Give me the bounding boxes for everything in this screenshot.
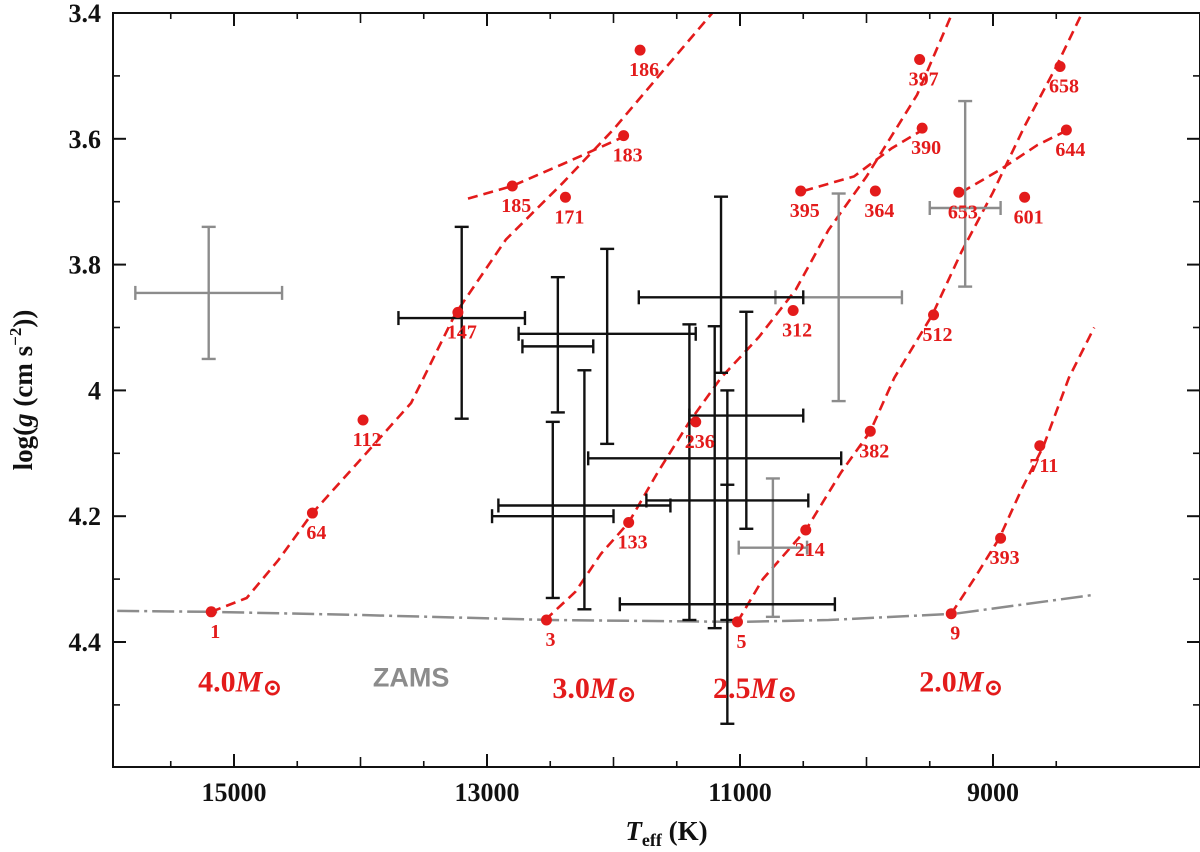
star-black-2 xyxy=(521,275,595,414)
track-point-711 xyxy=(1034,440,1046,452)
track-point-label-312: 312 xyxy=(782,320,812,342)
track-point-label-183: 183 xyxy=(613,145,643,167)
track-point-512 xyxy=(928,309,940,321)
track-point-label-601: 601 xyxy=(1014,206,1044,228)
track-point-186 xyxy=(634,44,646,56)
track-points xyxy=(205,44,1072,628)
track-point-label-653: 653 xyxy=(948,201,978,223)
plot-frame xyxy=(112,12,1200,768)
y-axis-title: log(g (cm s−2)) xyxy=(6,310,38,471)
star-black-10 xyxy=(682,323,697,622)
track-point-64 xyxy=(306,507,318,519)
y-tick-label-4.4: 4.4 xyxy=(69,628,102,657)
track-point-label-236: 236 xyxy=(685,431,715,453)
star-gray-3 xyxy=(928,99,1002,288)
track-point-label-390: 390 xyxy=(911,137,941,159)
star-black-1 xyxy=(397,225,527,420)
track-line-4.0 xyxy=(210,13,714,614)
track-point-112 xyxy=(357,414,369,426)
axis-ticks: 15000 13000 11000 9000 3.4 3.6 3.8 4 4.2 4.4 xyxy=(69,0,1200,807)
track-point-395 xyxy=(795,185,807,197)
track-point-653 xyxy=(953,186,965,198)
zams-curve xyxy=(113,593,1095,624)
x-tick-label-9000: 9000 xyxy=(967,778,1019,807)
track-point-label-5: 5 xyxy=(736,631,746,653)
track-point-label-1: 1 xyxy=(210,621,220,643)
mass-label-2.0: 2.0M⊙ xyxy=(919,666,1003,702)
track-point-label-382: 382 xyxy=(859,440,889,462)
star-black-3 xyxy=(517,247,697,446)
x-tick-label-13000: 13000 xyxy=(455,778,520,807)
track-point-label-364: 364 xyxy=(864,200,894,222)
track-point-label-186: 186 xyxy=(629,59,659,81)
star-black-11 xyxy=(618,483,837,725)
track-point-label-644: 644 xyxy=(1055,139,1085,161)
track-point-644 xyxy=(1060,124,1072,136)
track-point-label-147: 147 xyxy=(447,321,477,343)
y-tick-label-3.4: 3.4 xyxy=(69,0,102,28)
track-point-3 xyxy=(540,614,552,626)
y-tick-label-4.2: 4.2 xyxy=(69,502,102,531)
track-point-1 xyxy=(205,606,217,618)
track-point-658 xyxy=(1054,60,1066,72)
x-axis-title: Teff (K) xyxy=(625,816,707,850)
track-point-393 xyxy=(995,532,1007,544)
star-black-8 xyxy=(688,310,805,530)
track-point-label-214: 214 xyxy=(795,539,825,561)
mass-label-3.0: 3.0M⊙ xyxy=(552,672,636,708)
x-tick-label-15000: 15000 xyxy=(202,778,267,807)
track-point-382 xyxy=(864,425,876,437)
star-gray-1 xyxy=(134,225,284,361)
track-point-147 xyxy=(452,306,464,318)
track-point-601 xyxy=(1019,191,1031,203)
track-point-label-658: 658 xyxy=(1049,75,1079,97)
y-tick-label-3.8: 3.8 xyxy=(69,251,102,280)
track-point-397 xyxy=(914,54,926,66)
track-point-label-512: 512 xyxy=(923,324,953,346)
track-point-label-711: 711 xyxy=(1029,455,1058,477)
track-line-2.0 xyxy=(950,326,1096,615)
track-point-133 xyxy=(623,516,635,528)
zams-line xyxy=(113,593,1095,624)
y-tick-label-4: 4 xyxy=(88,376,101,405)
track-point-312 xyxy=(787,305,799,317)
track-point-label-112: 112 xyxy=(353,429,382,451)
stars-errorbars xyxy=(134,99,1002,725)
point-labels: 1 64 112 147 171 186 185 183 3 133 236 312 395 397 390… xyxy=(210,59,1085,653)
track-point-183 xyxy=(618,130,630,142)
track-point-185 xyxy=(506,180,518,192)
track-point-label-3: 3 xyxy=(545,629,555,651)
track-point-label-64: 64 xyxy=(306,522,326,544)
track-point-5 xyxy=(731,616,743,628)
x-tick-label-11000: 11000 xyxy=(708,778,772,807)
track-point-label-393: 393 xyxy=(990,547,1020,569)
evolution-tracks xyxy=(210,13,1096,623)
track-point-390 xyxy=(916,122,928,134)
star-black-7 xyxy=(587,325,843,630)
y-tick-label-3.6: 3.6 xyxy=(69,125,102,154)
track-point-236 xyxy=(690,416,702,428)
track-point-214 xyxy=(800,524,812,536)
track-line-3.0 xyxy=(544,13,954,621)
track-line-2.5 xyxy=(736,13,1084,623)
star-black-5 xyxy=(497,369,672,611)
mass-label-2.5: 2.5M⊙ xyxy=(713,672,797,708)
track-point-label-133: 133 xyxy=(618,531,648,553)
star-black-4 xyxy=(490,420,615,600)
track-point-label-9: 9 xyxy=(950,623,960,645)
star-black-6 xyxy=(637,195,805,374)
track-point-9 xyxy=(945,608,957,620)
track-point-label-171: 171 xyxy=(554,206,584,228)
track-loop-3.0 xyxy=(802,128,925,193)
track-point-364 xyxy=(869,185,881,197)
track-loop-4.0 xyxy=(467,134,627,200)
track-point-label-185: 185 xyxy=(501,195,531,217)
zams-label: ZAMS xyxy=(373,663,450,693)
track-point-label-397: 397 xyxy=(909,69,939,91)
track-point-label-395: 395 xyxy=(790,200,820,222)
mass-label-4.0: 4.0M⊙ xyxy=(198,666,282,702)
track-point-171 xyxy=(559,191,571,203)
track-loop-2.5 xyxy=(960,128,1070,194)
